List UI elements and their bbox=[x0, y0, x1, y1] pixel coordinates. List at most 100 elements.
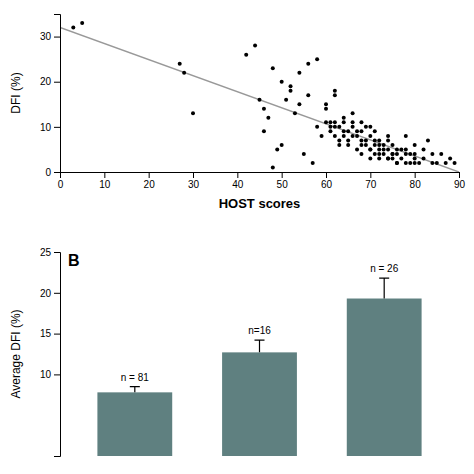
tick: 0 bbox=[45, 167, 60, 178]
point bbox=[351, 125, 355, 129]
point bbox=[399, 147, 403, 151]
point bbox=[333, 93, 337, 97]
point bbox=[377, 147, 381, 151]
tick: 90 bbox=[454, 172, 466, 190]
point bbox=[413, 152, 417, 156]
tick: 25 bbox=[40, 247, 60, 258]
point bbox=[408, 161, 412, 165]
point bbox=[262, 129, 266, 133]
point bbox=[191, 111, 195, 115]
point bbox=[382, 143, 386, 147]
tick: 15 bbox=[40, 328, 60, 339]
tick: 30 bbox=[188, 172, 200, 190]
point bbox=[262, 107, 266, 111]
tick-mark bbox=[54, 293, 60, 294]
point bbox=[275, 147, 279, 151]
point bbox=[368, 125, 372, 129]
point bbox=[302, 152, 306, 156]
point bbox=[337, 125, 341, 129]
point bbox=[280, 80, 284, 84]
point bbox=[404, 161, 408, 165]
tick-label: 30 bbox=[188, 179, 200, 190]
point bbox=[346, 129, 350, 133]
point bbox=[359, 143, 363, 147]
tick-label: 80 bbox=[410, 179, 422, 190]
point bbox=[346, 143, 350, 147]
panel: 10152025Average DFI (%)n = 81n=16n = 26B bbox=[9, 247, 422, 457]
point bbox=[355, 134, 359, 138]
error-bar bbox=[130, 387, 140, 393]
tick: 40 bbox=[232, 172, 244, 190]
point bbox=[342, 129, 346, 133]
point bbox=[355, 129, 359, 133]
chart-svg: 0102030DFI (%)0102030405060708090HOST sc… bbox=[0, 0, 474, 474]
point bbox=[315, 125, 319, 129]
tick-mark bbox=[104, 172, 105, 178]
x-axis-label: HOST scores bbox=[219, 196, 301, 211]
tick: 0 bbox=[58, 172, 64, 190]
point bbox=[373, 129, 377, 133]
point bbox=[386, 156, 390, 160]
tick: 50 bbox=[277, 172, 289, 190]
point bbox=[426, 138, 430, 142]
point bbox=[408, 152, 412, 156]
tick: 20 bbox=[144, 172, 156, 190]
tick-mark bbox=[282, 172, 283, 178]
point bbox=[359, 152, 363, 156]
tick-mark bbox=[54, 37, 60, 38]
point bbox=[373, 152, 377, 156]
tick-label: 10 bbox=[40, 369, 52, 380]
tick-mark bbox=[149, 172, 150, 178]
point bbox=[377, 152, 381, 156]
bar bbox=[347, 299, 422, 456]
point bbox=[293, 111, 297, 115]
point bbox=[359, 138, 363, 142]
tick-mark bbox=[415, 172, 416, 178]
tick: 20 bbox=[40, 76, 60, 87]
error-bar bbox=[379, 278, 389, 298]
point bbox=[368, 134, 372, 138]
point bbox=[453, 161, 457, 165]
point bbox=[404, 134, 408, 138]
tick-label: 10 bbox=[40, 122, 52, 133]
point bbox=[364, 125, 368, 129]
point bbox=[306, 93, 310, 97]
point bbox=[377, 156, 381, 160]
point bbox=[444, 161, 448, 165]
point bbox=[351, 120, 355, 124]
point bbox=[391, 152, 395, 156]
point bbox=[364, 138, 368, 142]
point bbox=[382, 147, 386, 151]
point bbox=[391, 143, 395, 147]
point bbox=[368, 156, 372, 160]
plot-area bbox=[97, 278, 421, 456]
point bbox=[413, 156, 417, 160]
tick-mark bbox=[54, 252, 60, 253]
tick-mark bbox=[370, 172, 371, 178]
axis: 10152025 bbox=[40, 247, 61, 457]
point bbox=[297, 102, 301, 106]
point bbox=[404, 147, 408, 151]
point bbox=[333, 134, 337, 138]
point bbox=[244, 53, 248, 57]
point bbox=[430, 152, 434, 156]
point bbox=[399, 156, 403, 160]
point bbox=[306, 62, 310, 66]
point bbox=[386, 156, 390, 160]
tick-label: 70 bbox=[365, 179, 377, 190]
point bbox=[422, 147, 426, 151]
tick-mark bbox=[54, 374, 60, 375]
tick: 10 bbox=[99, 172, 111, 190]
point bbox=[297, 71, 301, 75]
tick-mark bbox=[54, 82, 60, 83]
error-bar bbox=[255, 340, 265, 352]
point bbox=[439, 152, 443, 156]
point bbox=[271, 66, 275, 70]
point bbox=[395, 161, 399, 165]
panel-label: B bbox=[68, 252, 80, 269]
point bbox=[351, 111, 355, 115]
point bbox=[382, 152, 386, 156]
tick-label: 60 bbox=[321, 179, 333, 190]
y-axis-label: Average DFI (%) bbox=[9, 309, 23, 398]
point bbox=[337, 143, 341, 147]
